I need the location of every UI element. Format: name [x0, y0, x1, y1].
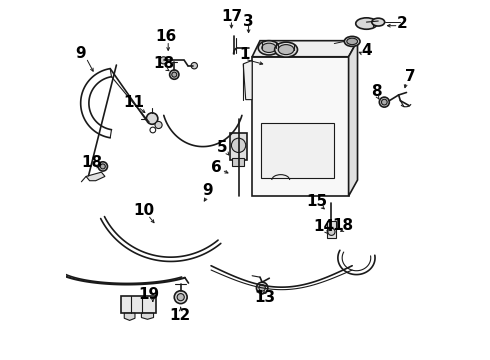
Circle shape	[100, 164, 105, 169]
Text: 18: 18	[81, 155, 102, 170]
Ellipse shape	[275, 42, 297, 57]
Polygon shape	[348, 41, 358, 196]
Circle shape	[147, 113, 158, 124]
Bar	[261, 123, 334, 178]
Circle shape	[381, 99, 387, 105]
Text: 5: 5	[217, 140, 227, 156]
Polygon shape	[86, 172, 105, 181]
Ellipse shape	[262, 43, 276, 53]
Circle shape	[98, 162, 107, 171]
Circle shape	[231, 138, 245, 153]
Text: 17: 17	[221, 9, 242, 24]
Circle shape	[174, 291, 187, 303]
Text: 2: 2	[397, 16, 408, 31]
Circle shape	[172, 72, 177, 77]
Polygon shape	[124, 313, 135, 320]
Ellipse shape	[258, 41, 280, 55]
Circle shape	[177, 294, 184, 301]
Polygon shape	[243, 60, 252, 100]
Bar	[121, 296, 156, 313]
Bar	[232, 158, 245, 166]
Circle shape	[328, 228, 335, 235]
Text: 16: 16	[155, 29, 176, 44]
Text: 6: 6	[211, 160, 222, 175]
Ellipse shape	[344, 36, 360, 46]
Text: 18: 18	[333, 218, 354, 233]
Text: 8: 8	[371, 84, 382, 99]
Text: 4: 4	[361, 43, 372, 58]
Circle shape	[256, 282, 268, 294]
Text: 18: 18	[153, 57, 174, 71]
Text: 10: 10	[134, 203, 155, 218]
Circle shape	[170, 70, 179, 79]
Polygon shape	[142, 313, 153, 319]
Polygon shape	[252, 41, 358, 57]
Text: 9: 9	[75, 46, 86, 61]
Text: 12: 12	[170, 307, 191, 323]
Text: 7: 7	[405, 69, 416, 84]
Bar	[327, 221, 336, 238]
Polygon shape	[252, 57, 348, 196]
Text: 15: 15	[307, 194, 328, 209]
Ellipse shape	[347, 38, 358, 45]
Bar	[230, 133, 247, 159]
Circle shape	[160, 57, 167, 64]
Text: 13: 13	[254, 291, 275, 305]
Text: 14: 14	[313, 219, 334, 234]
Circle shape	[259, 285, 266, 291]
Ellipse shape	[372, 18, 385, 26]
Circle shape	[155, 121, 162, 129]
Ellipse shape	[356, 18, 377, 29]
Text: 9: 9	[202, 183, 213, 198]
Text: 1: 1	[240, 47, 250, 62]
Circle shape	[379, 97, 390, 107]
Text: 19: 19	[139, 287, 160, 302]
Ellipse shape	[278, 45, 294, 55]
Text: 11: 11	[123, 95, 144, 110]
Text: 3: 3	[243, 14, 254, 28]
Circle shape	[191, 63, 197, 69]
